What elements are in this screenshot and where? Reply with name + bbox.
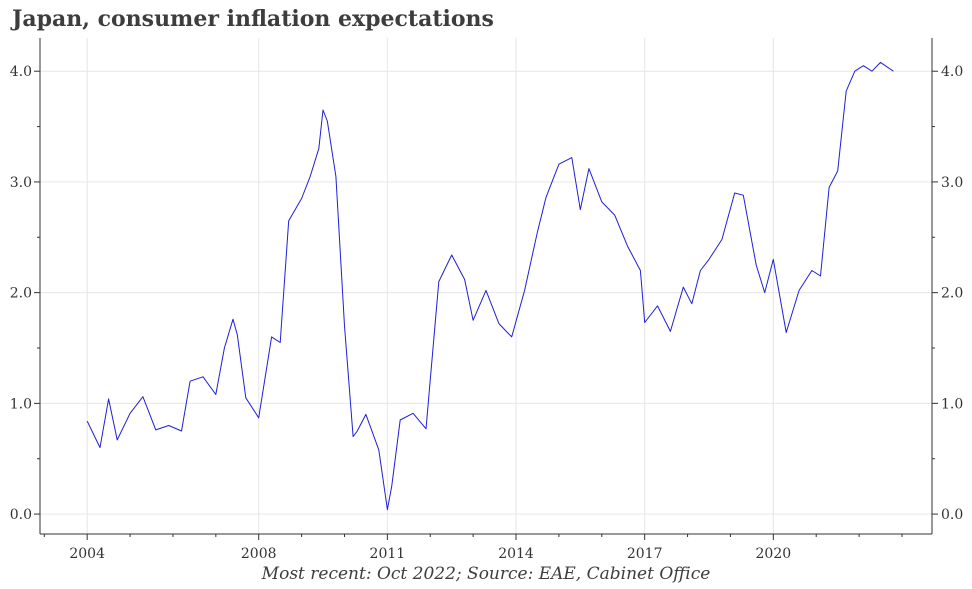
grid-layer (40, 38, 932, 534)
label-layer: 0.0 0.0 1.0 1.0 2.0 2.0 3.0 3.0 4.0 4.0 2004 2008 20… (10, 64, 964, 562)
right-y-tick-label-2: 2.0 (941, 286, 963, 302)
chart-title: Japan, consumer inflation expectations (12, 6, 494, 32)
left-y-tick-label-1: 1.0 (10, 396, 32, 412)
x-tick-label-3: 2014 (498, 546, 534, 562)
right-y-tick-label-4: 4.0 (941, 64, 963, 80)
right-y-tick-label-3: 3.0 (941, 175, 963, 191)
plot-area (40, 38, 932, 534)
axis-layer (34, 38, 938, 540)
left-y-tick-label-0: 0.0 (10, 507, 32, 523)
left-y-tick-label-4: 4.0 (10, 64, 32, 80)
right-y-tick-label-1: 1.0 (941, 396, 963, 412)
x-tick-label-4: 2017 (627, 546, 663, 562)
x-tick-label-1: 2008 (241, 546, 277, 562)
x-tick-label-5: 2020 (756, 546, 792, 562)
left-y-tick-label-2: 2.0 (10, 286, 32, 302)
right-y-tick-label-0: 0.0 (941, 507, 963, 523)
x-tick-label-0: 2004 (69, 546, 105, 562)
series-layer (86, 61, 894, 511)
left-y-tick-label-3: 3.0 (10, 175, 32, 191)
series-line-0 (86, 61, 894, 511)
x-tick-label-2: 2011 (370, 546, 406, 562)
chart-caption: Most recent: Oct 2022; Source: EAE, Cabi… (261, 564, 711, 584)
